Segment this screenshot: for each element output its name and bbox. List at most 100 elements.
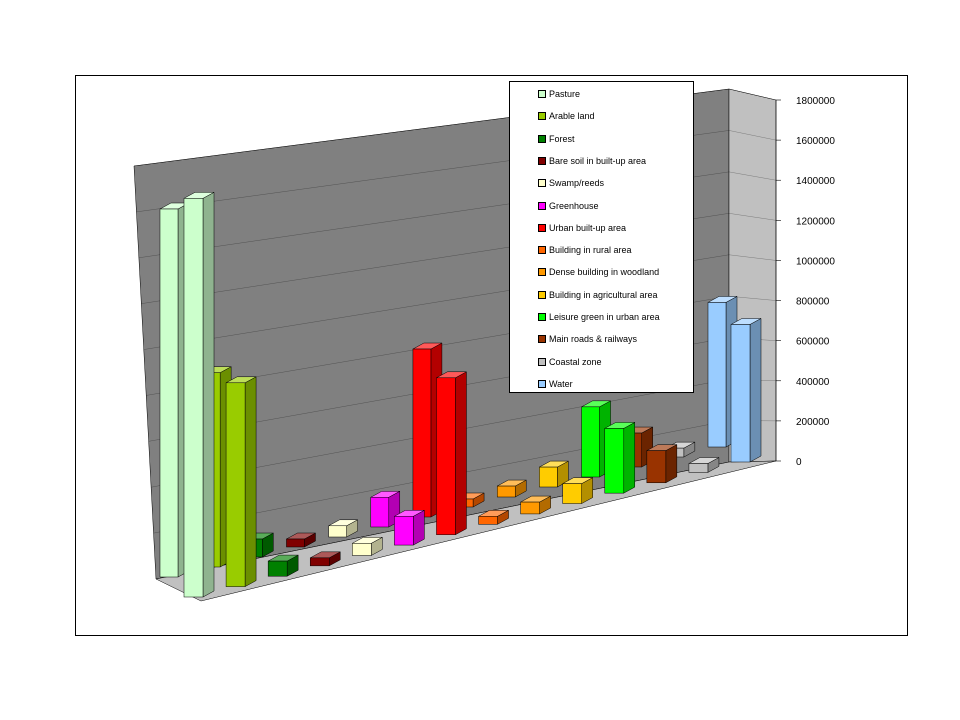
bar-front (730, 324, 751, 463)
legend-label: Main roads & railways (549, 334, 638, 345)
legend-swatch (538, 112, 546, 121)
legend-swatch (538, 357, 546, 366)
bar-front (688, 463, 709, 473)
bar-front (183, 198, 204, 598)
bar (286, 532, 316, 548)
bar (730, 318, 762, 463)
bar-front (394, 516, 414, 546)
bar-front (707, 302, 727, 448)
gridline (728, 254, 777, 261)
bar (539, 460, 569, 488)
bar-side (749, 318, 762, 463)
legend-item: Dense building in woodland (510, 264, 659, 280)
legend-label: Swamp/reeds (549, 178, 605, 189)
y-tick-label: 0 (796, 457, 802, 468)
legend-label: Forest (549, 133, 575, 144)
legend-item: Leisure green in urban area (510, 309, 660, 325)
bar-side (244, 376, 257, 588)
bar (496, 479, 527, 498)
bar (309, 551, 341, 567)
bar-front (352, 543, 372, 556)
legend-item: Pasture (510, 86, 580, 102)
y-tick-label: 1600000 (796, 136, 835, 147)
y-tick-label: 400000 (796, 377, 830, 388)
legend-swatch (538, 156, 546, 165)
chart-plot: 0 200000 400000 600000 800000 1000000 1200000 1… (133, 88, 835, 602)
bar-front (562, 483, 582, 504)
bar (352, 536, 383, 556)
bar-side (202, 191, 215, 598)
bar (183, 191, 215, 598)
legend-label: Dense building in woodland (549, 267, 660, 278)
legend-label: Coastal zone (549, 356, 602, 367)
bar (225, 376, 257, 588)
legend-item: Arable land (510, 108, 595, 124)
bar-front (267, 560, 288, 577)
legend-item: Coastal zone (510, 354, 602, 370)
bar-front (581, 406, 600, 478)
legend-swatch (538, 268, 546, 277)
bar-side (455, 371, 467, 536)
legend-label: Pasture (549, 89, 581, 99)
legend-swatch (538, 134, 546, 143)
bar-front (604, 428, 625, 494)
bar (646, 444, 678, 484)
legend-swatch (538, 90, 546, 98)
y-tick-label: 1000000 (796, 256, 835, 267)
chart-frame: 0 200000 400000 600000 800000 1000000 1200000 1… (75, 75, 908, 636)
legend-item: Building in agricultural area (510, 287, 658, 303)
gridline (728, 88, 777, 101)
bar-front (539, 466, 558, 488)
legend-swatch (538, 246, 546, 255)
legend-label: Water (549, 378, 573, 389)
y-tick-label: 1200000 (796, 216, 835, 227)
legend: Pasture Arable land Forest Bare soil in bui… (509, 81, 694, 393)
legend-item: Building in rural area (510, 242, 632, 258)
legend-swatch (538, 290, 546, 299)
bar-front (646, 450, 667, 484)
bar-front (520, 501, 540, 515)
bar-front (478, 516, 498, 525)
bar (394, 509, 425, 546)
bar-front (496, 485, 516, 498)
legend-swatch (538, 201, 546, 210)
y-tick-label: 200000 (796, 417, 830, 428)
legend-item: Forest (510, 131, 575, 147)
bar-front (370, 497, 390, 528)
bar-front (159, 208, 179, 578)
legend-item: Bare soil in built-up area (510, 153, 646, 169)
bar (267, 554, 299, 577)
bar (520, 495, 551, 515)
bar (604, 421, 636, 494)
y-axis: 0 200000 400000 600000 800000 1000000 1200000 1… (775, 96, 835, 468)
gridline (728, 171, 777, 181)
legend-item: Greenhouse (510, 198, 599, 214)
legend-swatch (538, 223, 546, 232)
legend-label: Urban built-up area (549, 222, 627, 233)
bar-side (623, 421, 636, 494)
legend-item: Swamp/reeds (510, 175, 604, 191)
legend-label: Bare soil in built-up area (549, 155, 647, 166)
bar-front (309, 557, 330, 567)
bar-side (665, 444, 678, 484)
legend-swatch (538, 179, 546, 188)
bar (562, 477, 593, 504)
bar (328, 519, 358, 538)
bar-front (412, 348, 432, 518)
legend-label: Leisure green in urban area (549, 312, 660, 322)
legend-swatch (538, 313, 546, 321)
bar (478, 509, 509, 525)
bar-front (328, 525, 347, 538)
bar (436, 371, 467, 536)
legend-label: Building in rural area (549, 245, 632, 256)
bar-front (286, 538, 305, 548)
bar (688, 457, 720, 473)
bar-front (436, 377, 456, 535)
bars (159, 191, 762, 598)
y-tick-label: 800000 (796, 297, 830, 308)
y-tick-label: 1800000 (796, 96, 835, 107)
legend-item: Main roads & railways (510, 331, 637, 347)
legend-label: Greenhouse (549, 200, 599, 211)
legend-label: Arable land (549, 111, 595, 122)
legend-label: Building in agricultural area (549, 289, 658, 300)
